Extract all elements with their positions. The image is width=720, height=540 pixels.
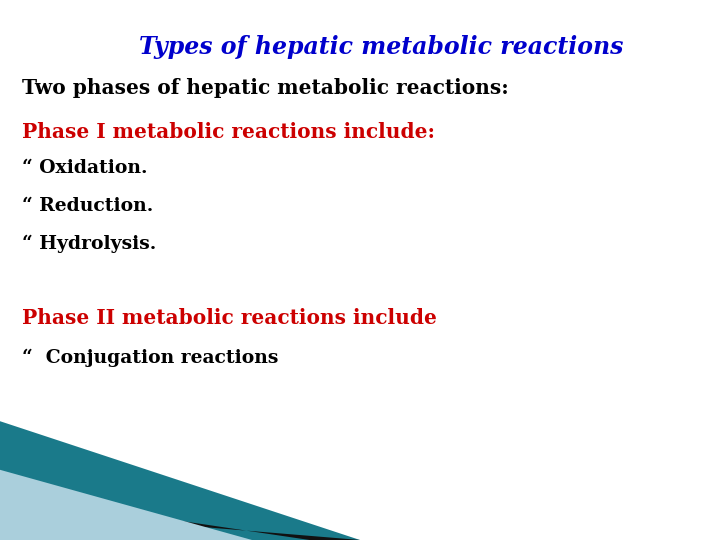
Polygon shape	[0, 421, 360, 540]
Text: Phase II metabolic reactions include: Phase II metabolic reactions include	[22, 308, 436, 328]
Text: “ Hydrolysis.: “ Hydrolysis.	[22, 235, 156, 253]
Text: Types of hepatic metabolic reactions: Types of hepatic metabolic reactions	[140, 35, 624, 59]
Text: “ Oxidation.: “ Oxidation.	[22, 159, 147, 177]
Text: “  Conjugation reactions: “ Conjugation reactions	[22, 348, 278, 367]
Text: Phase I metabolic reactions include:: Phase I metabolic reactions include:	[22, 122, 435, 141]
Text: “ Reduction.: “ Reduction.	[22, 197, 153, 215]
Text: Two phases of hepatic metabolic reactions:: Two phases of hepatic metabolic reaction…	[22, 78, 508, 98]
Polygon shape	[0, 470, 252, 540]
Polygon shape	[0, 494, 360, 540]
